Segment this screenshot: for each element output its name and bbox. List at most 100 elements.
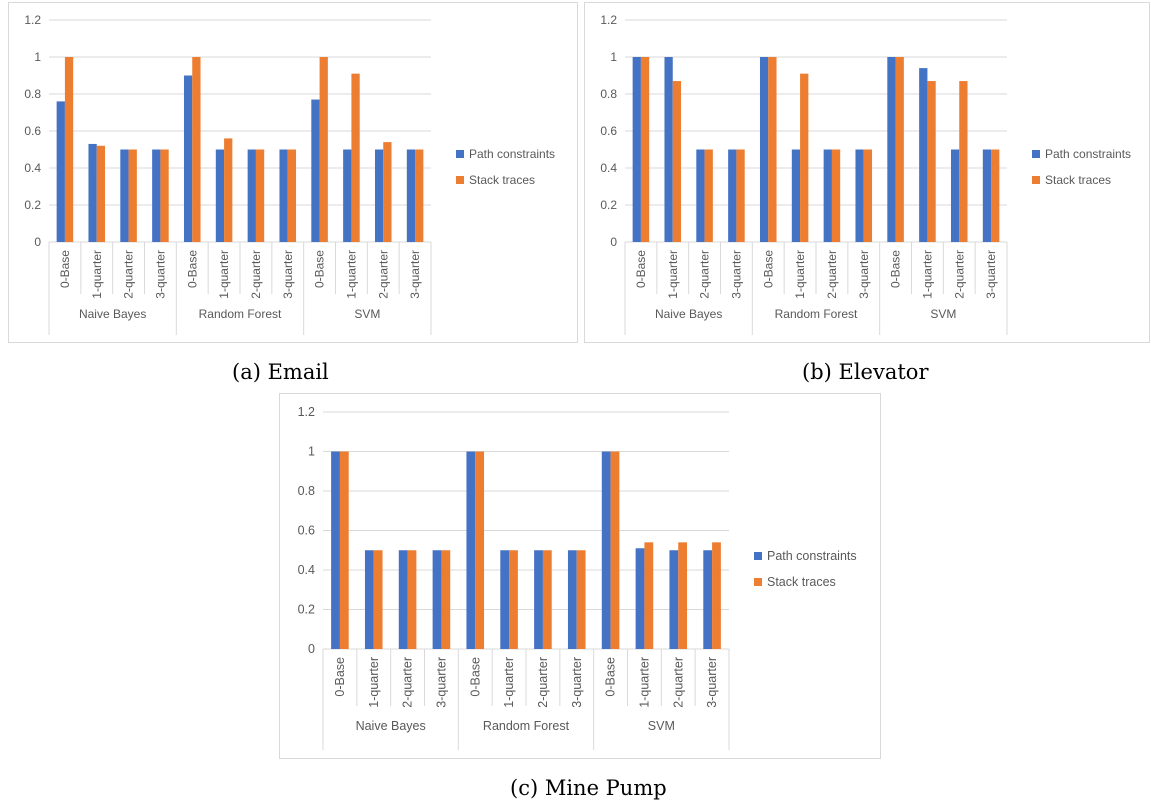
x-tick-label: 0-Base (468, 657, 482, 697)
stack-traces-bar (64, 57, 74, 242)
x-tick-label: 0-Base (333, 657, 347, 697)
stack-traces-bar (351, 73, 360, 243)
stack-traces-bar (128, 149, 137, 242)
stack-traces-bar (672, 81, 682, 242)
chart-svg: 0 0.2 0.4 0.6 0.8 1 1.2 0-Base 1-quarter 2-quarte… (298, 405, 857, 750)
stack-traces-bar (160, 149, 169, 242)
stack-traces-bar (192, 57, 201, 242)
x-tick-label: 1-quarter (920, 250, 934, 299)
stack-traces-bar (991, 149, 1000, 242)
y-tick-label: 0.6 (600, 124, 617, 138)
legend-swatch (456, 176, 464, 184)
legend-swatch (754, 552, 762, 560)
path-constraints-bar (950, 149, 960, 242)
y-tick-label: 0.6 (24, 124, 41, 138)
path-constraints-bar (823, 149, 832, 242)
x-tick-label: 0-Base (889, 250, 903, 288)
stack-traces-bar (640, 57, 650, 242)
stack-traces-bar (927, 81, 936, 242)
stack-traces-bar (704, 149, 713, 242)
x-tick-label: 0-Base (313, 250, 327, 288)
stack-traces-bar (831, 149, 841, 242)
x-tick-label: 1-quarter (502, 657, 516, 708)
path-constraints-bar (759, 57, 769, 242)
stack-traces-bar (319, 57, 328, 242)
path-constraints-bar (664, 57, 673, 242)
y-tick-label: 0.4 (298, 563, 315, 577)
stack-traces-bar (383, 142, 392, 242)
y-tick-label: 0.2 (600, 198, 617, 212)
legend-swatch (1032, 176, 1040, 184)
path-constraints-bar (247, 149, 256, 242)
path-constraints-bar (982, 149, 992, 242)
group-label: SVM (930, 307, 956, 321)
x-tick-label: 2-quarter (376, 250, 390, 299)
path-constraints-bar (406, 149, 416, 242)
path-constraints-bar (696, 149, 705, 242)
path-constraints-bar (632, 57, 641, 242)
y-tick-label: 1.2 (298, 405, 315, 419)
x-tick-label: 0-Base (604, 657, 618, 697)
legend-label: Stack traces (469, 173, 535, 187)
x-tick-label: 2-quarter (401, 657, 415, 708)
y-tick-label: 0.2 (298, 603, 315, 617)
path-constraints-bar (703, 550, 713, 649)
y-tick-label: 0.8 (600, 87, 617, 101)
group-label: Random Forest (775, 307, 858, 321)
legend-swatch (456, 150, 464, 158)
stack-traces-bar (509, 550, 518, 649)
stack-traces-bar (736, 149, 745, 242)
path-constraints-bar (152, 149, 161, 242)
elevator-chart: 0 0.2 0.4 0.6 0.8 1 1.2 0-Base 1-quarter 2-quarte… (584, 2, 1150, 343)
x-tick-label: 3-quarter (570, 657, 584, 708)
path-constraints-bar (398, 550, 408, 649)
path-constraints-bar (728, 149, 737, 242)
path-constraints-bar (466, 451, 476, 649)
path-constraints-bar (791, 149, 801, 242)
path-constraints-bar (331, 451, 340, 649)
path-constraints-bar (855, 149, 864, 242)
legend-swatch (1032, 150, 1040, 158)
group-label: Random Forest (199, 307, 282, 321)
x-tick-label: 1-quarter (217, 250, 231, 299)
x-tick-label: 2-quarter (536, 657, 550, 708)
path-constraints-bar (279, 149, 288, 242)
stack-traces-bar (224, 138, 233, 242)
x-tick-label: 2-quarter (122, 250, 136, 299)
y-tick-label: 0.8 (298, 484, 315, 498)
path-constraints-bar (432, 550, 442, 649)
chart-svg: 0 0.2 0.4 0.6 0.8 1 1.2 0-Base 1-quarter 2-quarte… (600, 13, 1131, 335)
y-tick-label: 0 (34, 235, 41, 249)
mine-pump-chart: 0 0.2 0.4 0.6 0.8 1 1.2 0-Base 1-quarter 2-quarte… (279, 393, 881, 759)
stack-traces-bar (800, 73, 809, 243)
x-tick-label: 0-Base (185, 250, 199, 288)
stack-traces-bar (255, 149, 265, 242)
y-tick-label: 1 (308, 445, 315, 459)
legend-label: Stack traces (1045, 173, 1111, 187)
y-tick-label: 1.2 (600, 13, 617, 27)
x-tick-label: 3-quarter (434, 657, 448, 708)
stack-traces-bar (441, 550, 451, 649)
x-tick-label: 0-Base (58, 250, 72, 288)
x-tick-label: 1-quarter (666, 250, 680, 299)
y-tick-label: 0.4 (24, 161, 41, 175)
path-constraints-bar (183, 75, 193, 242)
stack-traces-bar (415, 149, 424, 242)
stack-traces-bar (678, 542, 688, 649)
path-constraints-bar (919, 68, 928, 242)
path-constraints-bar (120, 149, 129, 242)
x-tick-label: 2-quarter (952, 250, 966, 299)
x-tick-label: 1-quarter (793, 250, 807, 299)
y-tick-label: 0.4 (600, 161, 617, 175)
stack-traces-bar (644, 542, 654, 649)
group-label: Random Forest (483, 719, 570, 733)
path-constraints-bar (88, 143, 97, 242)
caption-email: (a) Email (232, 360, 329, 384)
x-tick-label: 1-quarter (367, 657, 381, 708)
x-tick-label: 1-quarter (637, 657, 651, 708)
x-tick-label: 2-quarter (825, 250, 839, 299)
stack-traces-bar (712, 542, 721, 649)
x-tick-label: 3-quarter (705, 657, 719, 708)
caption-elevator: (b) Elevator (802, 360, 929, 384)
group-label: SVM (648, 719, 675, 733)
